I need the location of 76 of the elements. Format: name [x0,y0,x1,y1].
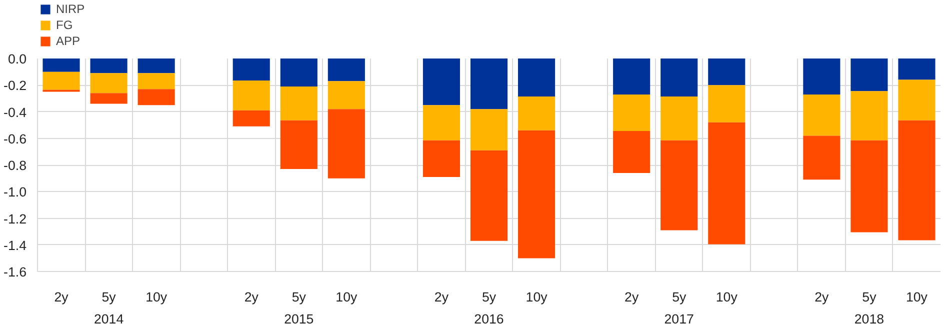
text: 2014 [94,312,124,326]
bar [850,91,888,140]
bar [613,58,650,94]
bar [850,140,888,232]
x-tick-label: 2y [814,290,830,304]
x-tick-label: 5y [102,290,116,304]
x-tick-label: 10y [336,290,358,304]
x-tick-label: 5y [672,290,686,304]
bar [280,86,318,120]
bar [708,85,746,122]
text: 2015 [284,312,314,326]
bar [803,94,840,136]
x-tick-label: 10y [526,290,548,304]
bar [898,120,936,240]
bar [470,109,508,150]
y-tick-label: -1.6 [4,264,26,280]
y-tick-label: -1.0 [4,184,26,200]
legend-label: APP [56,34,80,48]
bar [232,80,270,110]
bar [470,58,508,110]
y-tick-label: -1.2 [4,211,26,226]
bar [328,109,365,178]
bar [422,58,460,106]
y-tick-label: 0.0 [8,52,27,66]
bar [898,80,936,120]
bar [138,73,175,90]
bar [42,58,80,72]
y-tick-label: -0.8 [4,158,26,173]
bar [280,120,318,169]
bar [422,140,460,177]
x-tick-label: 10y [906,290,928,304]
bar [613,131,650,173]
bar [613,94,650,132]
bar [708,122,746,244]
bar [660,140,698,230]
x-tick-label: 2y [244,290,259,304]
bar [42,72,80,90]
x-tick-label: 5y [862,290,877,304]
bar [803,58,840,94]
bar [422,105,460,140]
bar [90,93,128,104]
bar [850,58,888,92]
y-tick-label: -0.2 [4,78,26,94]
legend-label: FG [56,18,74,32]
bar [90,73,128,94]
bar [232,110,270,126]
bar [90,58,128,74]
legend-label: NIRP [56,2,85,16]
bar [518,96,556,130]
bar [898,58,936,80]
bar [328,81,365,110]
bar [470,150,508,241]
text: 2016 [474,312,504,326]
y-tick-label: -0.6 [4,131,26,146]
x-tick-label: 10y [716,290,738,304]
x-tick-label: 2y [54,290,69,304]
bar [280,58,318,86]
bar [660,96,698,140]
text: 2017 [664,312,694,326]
x-tick-label: 5y [292,290,306,304]
y-tick-label: -1.4 [4,238,28,253]
x-tick-label: 10y [146,290,168,304]
x-tick-label: 2y [434,290,449,304]
bar [518,130,556,258]
bar [138,58,175,74]
bar [708,58,746,86]
bar [803,136,840,180]
bar [328,58,365,82]
bar [138,89,175,106]
bar [518,58,556,96]
x-tick-label: 5y [482,290,496,304]
bar [232,58,270,80]
text: 2018 [854,312,884,326]
y-tick-label: -0.4 [4,104,28,120]
x-tick-label: 2y [624,290,639,304]
bar [660,58,698,96]
